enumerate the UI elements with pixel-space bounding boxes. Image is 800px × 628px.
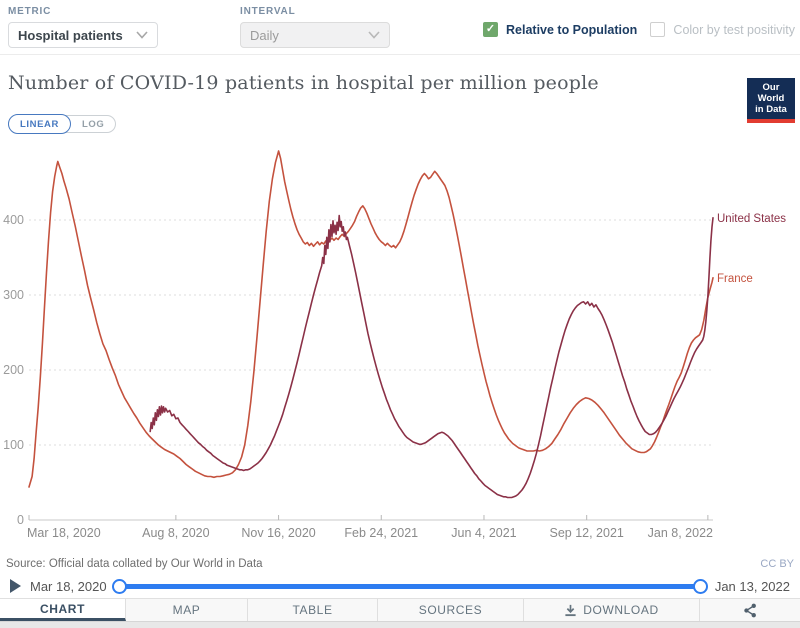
play-icon[interactable]: [10, 579, 21, 593]
x-tick-label: Jan 8, 2022: [648, 526, 713, 540]
series-label-united-states: United States: [717, 213, 786, 225]
tab-bar: CHART MAP TABLE SOURCES DOWNLOAD: [0, 598, 800, 621]
color-by-test-positivity-label: Color by test positivity: [673, 22, 795, 37]
series-label-france: France: [717, 273, 753, 285]
interval-select-value: Daily: [250, 27, 279, 43]
bottom-strip: [0, 621, 800, 628]
timeline-handle-start[interactable]: [111, 578, 127, 594]
timeline-slider[interactable]: [111, 578, 708, 594]
license-link[interactable]: CC BY: [760, 558, 794, 570]
x-tick-label: Feb 24, 2021: [344, 526, 418, 540]
checkbox-checked-icon: ✓: [483, 22, 498, 37]
timeline-handle-end[interactable]: [692, 578, 708, 594]
chart-plot-area[interactable]: 0 100 200 300 400 Mar 18, 2020 Aug 8, 2020 Nov …: [0, 137, 800, 543]
chevron-down-icon: [368, 31, 380, 39]
x-tick-label: Jun 4, 2021: [451, 526, 516, 540]
color-by-test-positivity-checkbox[interactable]: Color by test positivity: [650, 22, 795, 37]
owid-logo[interactable]: Our World in Data: [747, 78, 795, 123]
metric-label: METRIC: [8, 6, 52, 17]
linear-scale-button[interactable]: LINEAR: [8, 114, 71, 134]
series-line-united-states[interactable]: [149, 214, 714, 499]
interval-label: INTERVAL: [240, 6, 296, 17]
y-tick-label: 0: [17, 513, 24, 527]
x-tick-label: Mar 18, 2020: [27, 526, 101, 540]
metric-select-value: Hospital patients: [18, 27, 123, 43]
log-scale-button[interactable]: LOG: [81, 118, 105, 130]
timeline-track[interactable]: [118, 583, 701, 589]
x-tick-label: Aug 8, 2020: [142, 526, 209, 540]
tab-download[interactable]: DOWNLOAD: [524, 599, 700, 621]
tab-share[interactable]: [700, 599, 800, 621]
tab-chart[interactable]: CHART: [0, 599, 126, 621]
source-text: Source: Official data collated by Our Wo…: [6, 558, 263, 570]
tab-table[interactable]: TABLE: [248, 599, 378, 621]
series-line-france[interactable]: [28, 150, 714, 488]
y-tick-label: 300: [3, 288, 24, 302]
tab-map[interactable]: MAP: [126, 599, 248, 621]
y-tick-label: 100: [3, 438, 24, 452]
metric-control: METRIC Hospital patients: [8, 6, 158, 48]
interval-control: INTERVAL Daily: [240, 6, 390, 48]
page-title: Number of COVID-19 patients in hospital …: [8, 72, 599, 94]
owid-logo-line1: Our World: [757, 82, 785, 104]
controls-bar: METRIC Hospital patients INTERVAL Daily …: [0, 0, 800, 55]
tab-sources[interactable]: SOURCES: [378, 599, 524, 621]
chevron-down-icon: [136, 31, 148, 39]
timeline-start-date: Mar 18, 2020: [30, 578, 107, 594]
y-tick-label: 400: [3, 213, 24, 227]
y-tick-label: 200: [3, 363, 24, 377]
x-tick-label: Nov 16, 2020: [241, 526, 315, 540]
timeline-row: Mar 18, 2020 Jan 13, 2022: [0, 574, 800, 598]
metric-select[interactable]: Hospital patients: [8, 22, 158, 48]
interval-select[interactable]: Daily: [240, 22, 390, 48]
source-row: Source: Official data collated by Our Wo…: [0, 558, 800, 570]
check-icon: ✓: [485, 23, 496, 35]
share-icon: [744, 603, 756, 617]
scale-toggle: LINEAR LOG: [8, 114, 117, 134]
relative-to-population-label: Relative to Population: [506, 22, 638, 37]
owid-logo-line2: in Data: [755, 104, 787, 115]
checkbox-unchecked-icon: [650, 22, 666, 37]
relative-to-population-checkbox[interactable]: ✓ Relative to Population: [483, 22, 637, 37]
timeline-end-date: Jan 13, 2022: [714, 578, 790, 594]
x-tick-label: Sep 12, 2021: [549, 526, 623, 540]
download-icon: [565, 604, 576, 616]
